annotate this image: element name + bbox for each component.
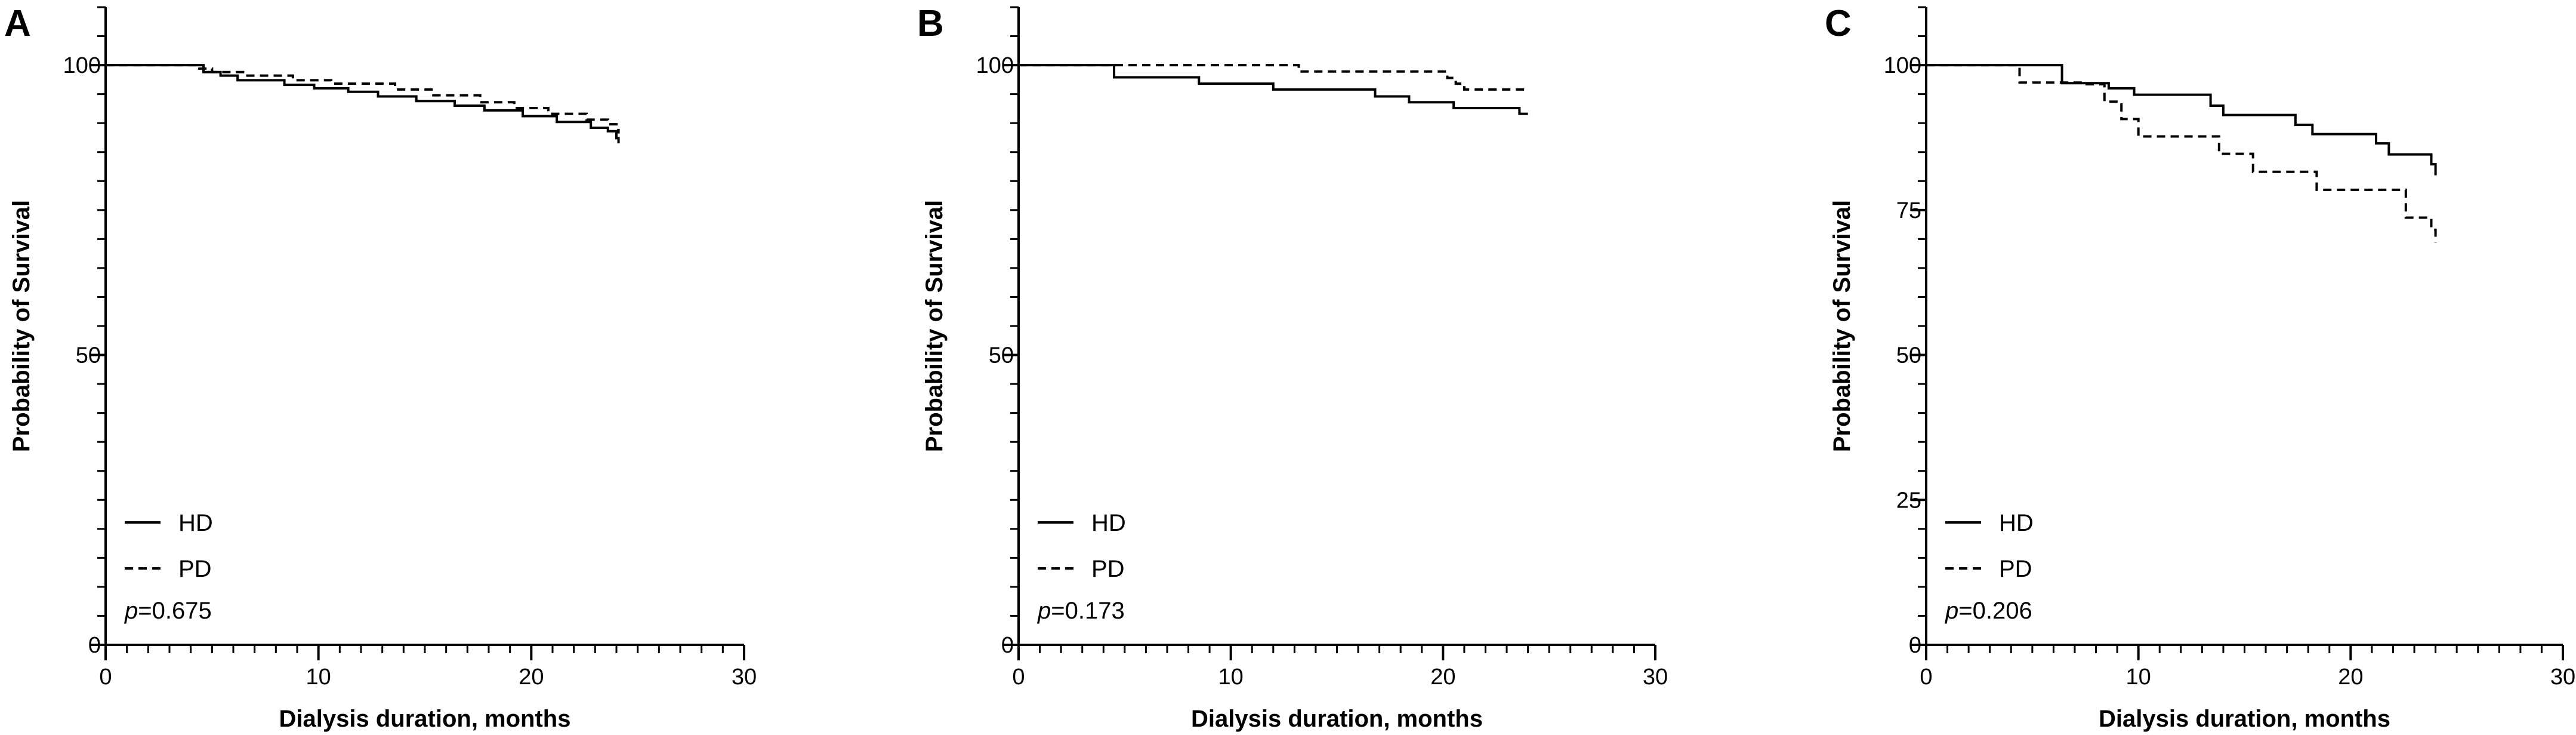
y-axis-title: Probability of Survival (921, 200, 948, 452)
y-tick-label: 50 (1896, 343, 1921, 368)
p-value-annotation: p=0.675 (124, 598, 212, 624)
chart-panel-a: A 0 50 100 0 10 20 30 Dialysis duration, months P… (4, 3, 757, 732)
x-tick-label: 0 (1920, 665, 1932, 690)
legend-label-hd: HD (1091, 510, 1126, 536)
y-axis-title: Probability of Survival (8, 200, 35, 452)
y-tick-label: 50 (989, 343, 1014, 368)
x-tick-label: 20 (1430, 665, 1455, 690)
y-tick-label: 25 (1896, 488, 1921, 513)
x-tick-label: 30 (2550, 665, 2575, 690)
x-tick-label: 0 (1012, 665, 1025, 690)
y-tick-label: 75 (1896, 198, 1921, 223)
x-tick-label: 20 (519, 665, 544, 690)
y-tick-label: 100 (976, 53, 1014, 78)
km-curve-hd (106, 64, 620, 144)
x-tick-label: 10 (1218, 665, 1244, 690)
panel-letter: B (917, 3, 944, 44)
x-tick-label: 20 (2338, 665, 2363, 690)
y-tick-label: 100 (1884, 53, 1921, 78)
x-tick-label: 0 (99, 665, 112, 690)
y-tick-label: 0 (88, 633, 101, 658)
chart-panel-c: C 0 25 50 75 100 0 10 20 30 Dialysis duration, mon… (1825, 3, 2575, 732)
y-tick-label: 100 (63, 53, 101, 78)
legend-label-pd: PD (1999, 556, 2032, 582)
x-axis-title: Dialysis duration, months (1191, 706, 1483, 732)
km-curve-pd (1926, 64, 2437, 243)
km-curve-pd (1019, 64, 1528, 91)
legend-label-pd: PD (1091, 556, 1125, 582)
y-tick-label: 0 (1909, 633, 1921, 658)
x-tick-label: 30 (1643, 665, 1668, 690)
p-value-annotation: p=0.206 (1945, 598, 2032, 624)
x-axis-title: Dialysis duration, months (2099, 706, 2390, 732)
x-tick-label: 10 (2126, 665, 2151, 690)
panel-letter: C (1825, 3, 1852, 44)
x-axis-title: Dialysis duration, months (279, 706, 571, 732)
y-axis-title: Probability of Survival (1829, 200, 1855, 452)
chart-panel-b: B 0 50 100 0 10 20 30 Dialysis duration, months P… (917, 3, 1668, 732)
legend-label-pd: PD (178, 556, 212, 582)
x-tick-label: 30 (732, 665, 757, 690)
p-value-annotation: p=0.173 (1037, 598, 1125, 624)
km-curve-hd (1019, 64, 1528, 115)
y-tick-label: 0 (1001, 633, 1014, 658)
km-curve-pd (106, 64, 620, 134)
km-curve-hd (1926, 64, 2437, 176)
legend-label-hd: HD (1999, 510, 2034, 536)
y-tick-label: 50 (76, 343, 101, 368)
panel-letter: A (4, 3, 31, 44)
legend-label-hd: HD (178, 510, 213, 536)
x-tick-label: 10 (306, 665, 331, 690)
